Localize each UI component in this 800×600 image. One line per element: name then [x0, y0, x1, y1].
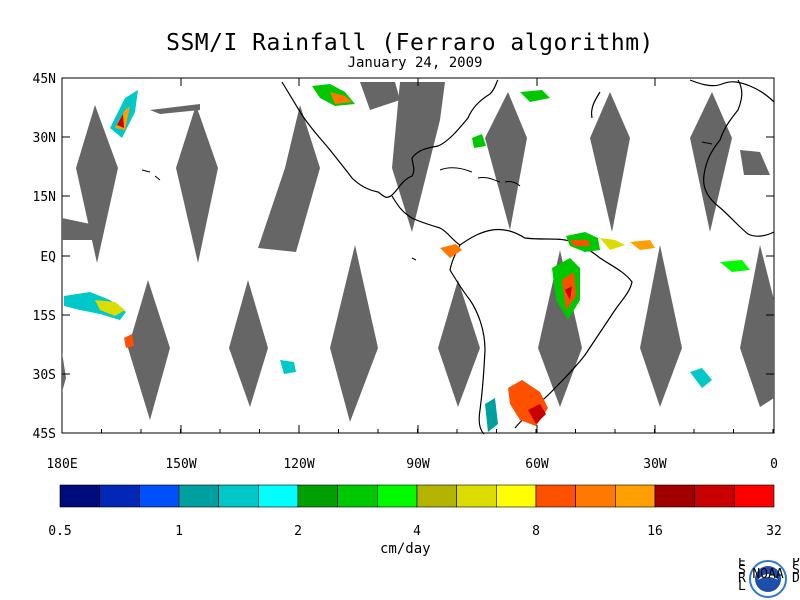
- colorbar: 0.5 1 2 4 8 16 32: [48, 484, 782, 539]
- colorbar-tick-label: 16: [647, 524, 663, 539]
- map-title: SSM/I Rainfall (Ferraro algorithm): [166, 30, 654, 56]
- colorbar-swatch: [337, 484, 378, 508]
- colorbar-swatch: [575, 484, 616, 508]
- colorbar-tick-label: 0.5: [48, 524, 71, 539]
- latitude-axis: 45N 30N 15N EQ 15S 30S 45S: [33, 72, 774, 442]
- colorbar-tick-label: 8: [532, 524, 540, 539]
- longitude-axis: 180E 150W 120W 90W 60W 30W 0: [46, 78, 778, 472]
- lat-label: 45N: [33, 72, 56, 87]
- colorbar-swatch: [456, 484, 497, 508]
- colorbar-tick-label: 4: [413, 524, 421, 539]
- colorbar-tick-label: 1: [175, 524, 183, 539]
- lat-label: 30N: [33, 131, 56, 146]
- colorbar-swatch: [496, 484, 537, 508]
- colorbar-swatch: [734, 484, 775, 508]
- colorbar-tick-label: 32: [766, 524, 782, 539]
- lon-label: 60W: [525, 457, 549, 472]
- lon-label: 180E: [46, 457, 77, 472]
- colorbar-tick-label: 2: [294, 524, 302, 539]
- noaa-emblem-inner: [755, 566, 781, 592]
- colorbar-swatch: [615, 484, 656, 508]
- lon-label: 90W: [406, 457, 430, 472]
- islands: [141, 141, 713, 261]
- colorbar-swatch: [218, 484, 259, 508]
- missing-data-swaths: [62, 82, 774, 422]
- lat-label: 15N: [33, 190, 56, 205]
- colorbar-swatch: [416, 484, 457, 508]
- lat-label: 45S: [33, 427, 56, 442]
- coastlines: [281, 79, 775, 435]
- colorbar-swatch: [178, 484, 219, 508]
- colorbar-swatch: [694, 484, 735, 508]
- noaa-emblem-text: NOAA: [752, 567, 783, 582]
- lat-label: 15S: [33, 309, 56, 324]
- colorbar-swatch: [139, 484, 180, 508]
- colorbar-swatch: [258, 484, 299, 508]
- colorbar-swatch: [99, 484, 140, 508]
- lon-label: 120W: [283, 457, 314, 472]
- colorbar-units: cm/day: [380, 541, 431, 557]
- colorbar-swatch: [377, 484, 418, 508]
- colorbar-swatch: [654, 484, 695, 508]
- lon-label: 0: [770, 457, 778, 472]
- lat-label: EQ: [40, 250, 56, 265]
- map-date: January 24, 2009: [347, 55, 483, 71]
- colorbar-swatch: [59, 484, 100, 508]
- lon-label: 30W: [643, 457, 667, 472]
- colorbar-swatch: [297, 484, 338, 508]
- lon-label: 150W: [165, 457, 196, 472]
- rain-regions: [64, 84, 750, 432]
- colorbar-swatch: [535, 484, 576, 508]
- noaa-seagull: [758, 574, 778, 580]
- lat-label: 30S: [33, 368, 56, 383]
